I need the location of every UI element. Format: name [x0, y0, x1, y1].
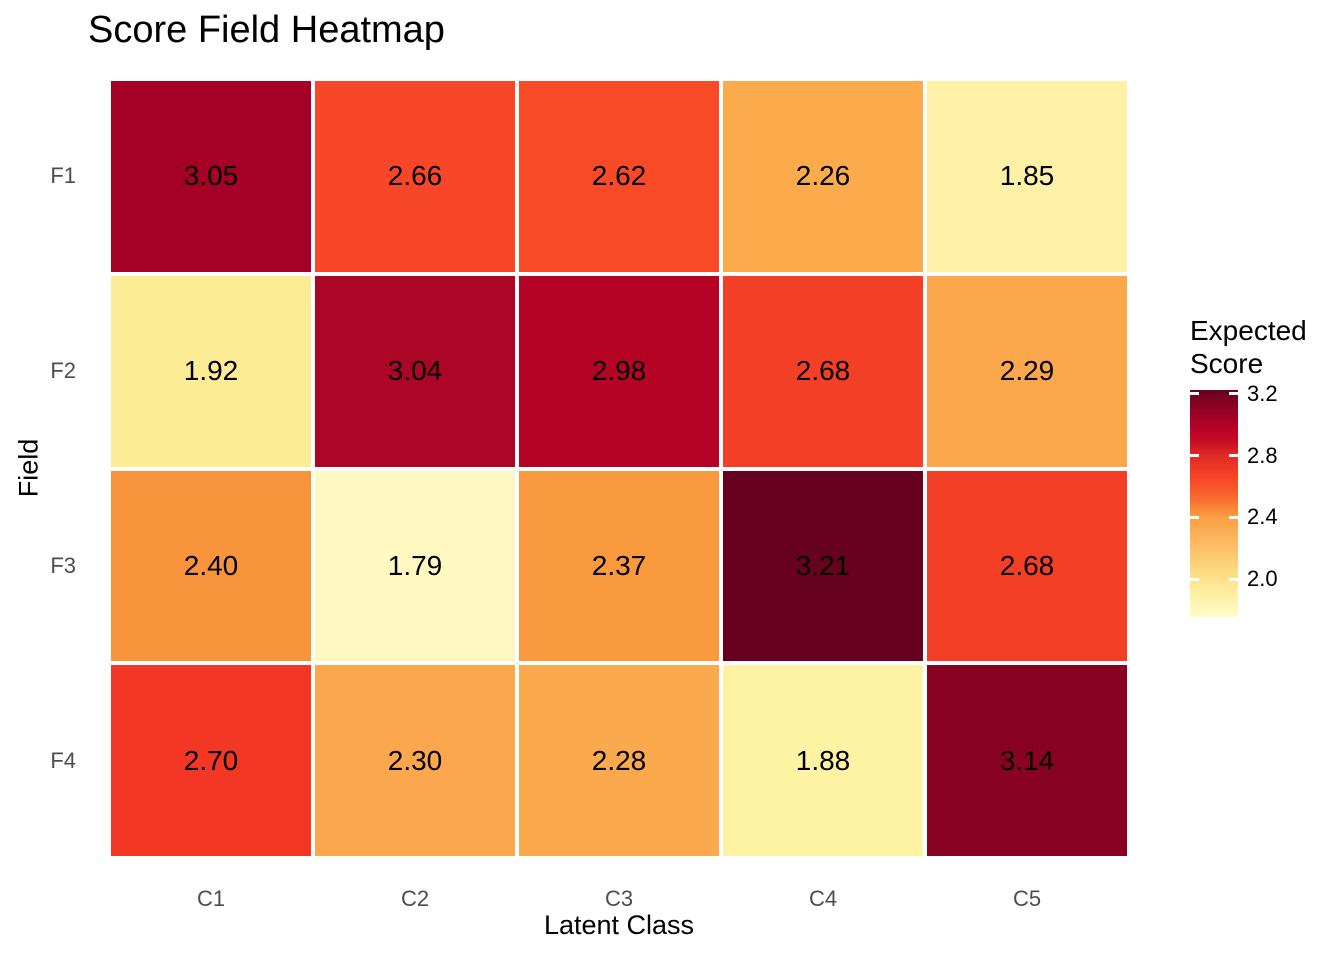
heatmap-cell: 1.92 [111, 275, 311, 467]
heatmap-cell: 2.29 [927, 275, 1127, 467]
y-tick-label: F3 [50, 552, 76, 578]
y-tick-label: F2 [50, 358, 76, 384]
legend-tick-label: 2.0 [1247, 566, 1278, 592]
heatmap-cell: 2.70 [111, 665, 311, 856]
heatmap-cell: 1.79 [315, 470, 515, 662]
cell-value: 2.28 [591, 744, 647, 776]
cell-value: 2.29 [999, 355, 1055, 387]
heatmap-cell: 2.30 [315, 665, 515, 856]
heatmap-cell: 1.88 [723, 665, 923, 856]
heatmap-cell: 2.68 [927, 470, 1127, 662]
cell-value: 2.62 [591, 160, 647, 192]
heatmap-cell: 2.98 [519, 275, 719, 467]
cell-value: 1.79 [387, 549, 443, 581]
cell-value: 2.66 [387, 160, 443, 192]
legend-tick-label: 2.8 [1247, 442, 1278, 468]
legend-tick-mark [1229, 454, 1238, 458]
heatmap-cell: 3.21 [723, 470, 923, 662]
heatmap-cell: 2.37 [519, 470, 719, 662]
heatmap-cell: 1.85 [927, 81, 1127, 272]
heatmap-cell: 2.40 [111, 470, 311, 662]
cell-value: 3.05 [183, 160, 239, 192]
cell-value: 1.92 [183, 355, 239, 387]
cell-value: 2.30 [387, 744, 443, 776]
cell-value: 2.40 [183, 549, 239, 581]
cell-value: 2.68 [999, 549, 1055, 581]
y-tick-label: F1 [50, 163, 76, 189]
cell-value: 3.04 [387, 355, 443, 387]
cell-value: 1.88 [795, 744, 851, 776]
x-axis-title: Latent Class [543, 910, 695, 940]
heatmap-cell: 2.66 [315, 81, 515, 272]
y-axis-title: Field [13, 438, 44, 498]
legend-tick-mark [1190, 577, 1199, 581]
legend-tick-label: 3.2 [1247, 380, 1278, 406]
heatmap-cell: 3.05 [111, 81, 311, 272]
x-tick-label: C2 [400, 886, 430, 911]
cell-value: 2.98 [591, 355, 647, 387]
legend-tick-mark [1229, 515, 1238, 519]
heatmap-cell: 2.68 [723, 275, 923, 467]
cell-value: 1.85 [999, 160, 1055, 192]
legend-title: Expected Score [1190, 315, 1307, 380]
x-tick-label: C4 [808, 886, 838, 911]
chart-title: Score Field Heatmap [88, 9, 445, 51]
cell-value: 2.26 [795, 160, 851, 192]
heatmap-cell: 3.14 [927, 665, 1127, 856]
cell-value: 2.70 [183, 744, 239, 776]
y-tick-label: F4 [50, 747, 76, 773]
cell-value: 3.14 [999, 744, 1055, 776]
legend-tick-mark [1190, 392, 1199, 396]
legend-tick-mark [1229, 577, 1238, 581]
legend-tick-mark [1229, 392, 1238, 396]
x-tick-label: C5 [1012, 886, 1042, 911]
legend-tick-mark [1190, 454, 1199, 458]
x-tick-label: C3 [604, 886, 634, 911]
heatmap-grid: 3.05 2.66 2.62 2.26 1.85 1.92 3.04 2.98 2.68 2.29… [111, 81, 1127, 856]
cell-value: 2.68 [795, 355, 851, 387]
cell-value: 3.21 [795, 549, 851, 581]
legend-tick-label: 2.4 [1247, 504, 1278, 530]
heatmap-cell: 2.26 [723, 81, 923, 272]
legend-colorbar [1190, 390, 1238, 617]
heatmap-cell: 3.04 [315, 275, 515, 467]
x-tick-label: C1 [196, 886, 226, 911]
heatmap-cell: 2.62 [519, 81, 719, 272]
cell-value: 2.37 [591, 549, 647, 581]
legend-tick-mark [1190, 515, 1199, 519]
heatmap-cell: 2.28 [519, 665, 719, 856]
